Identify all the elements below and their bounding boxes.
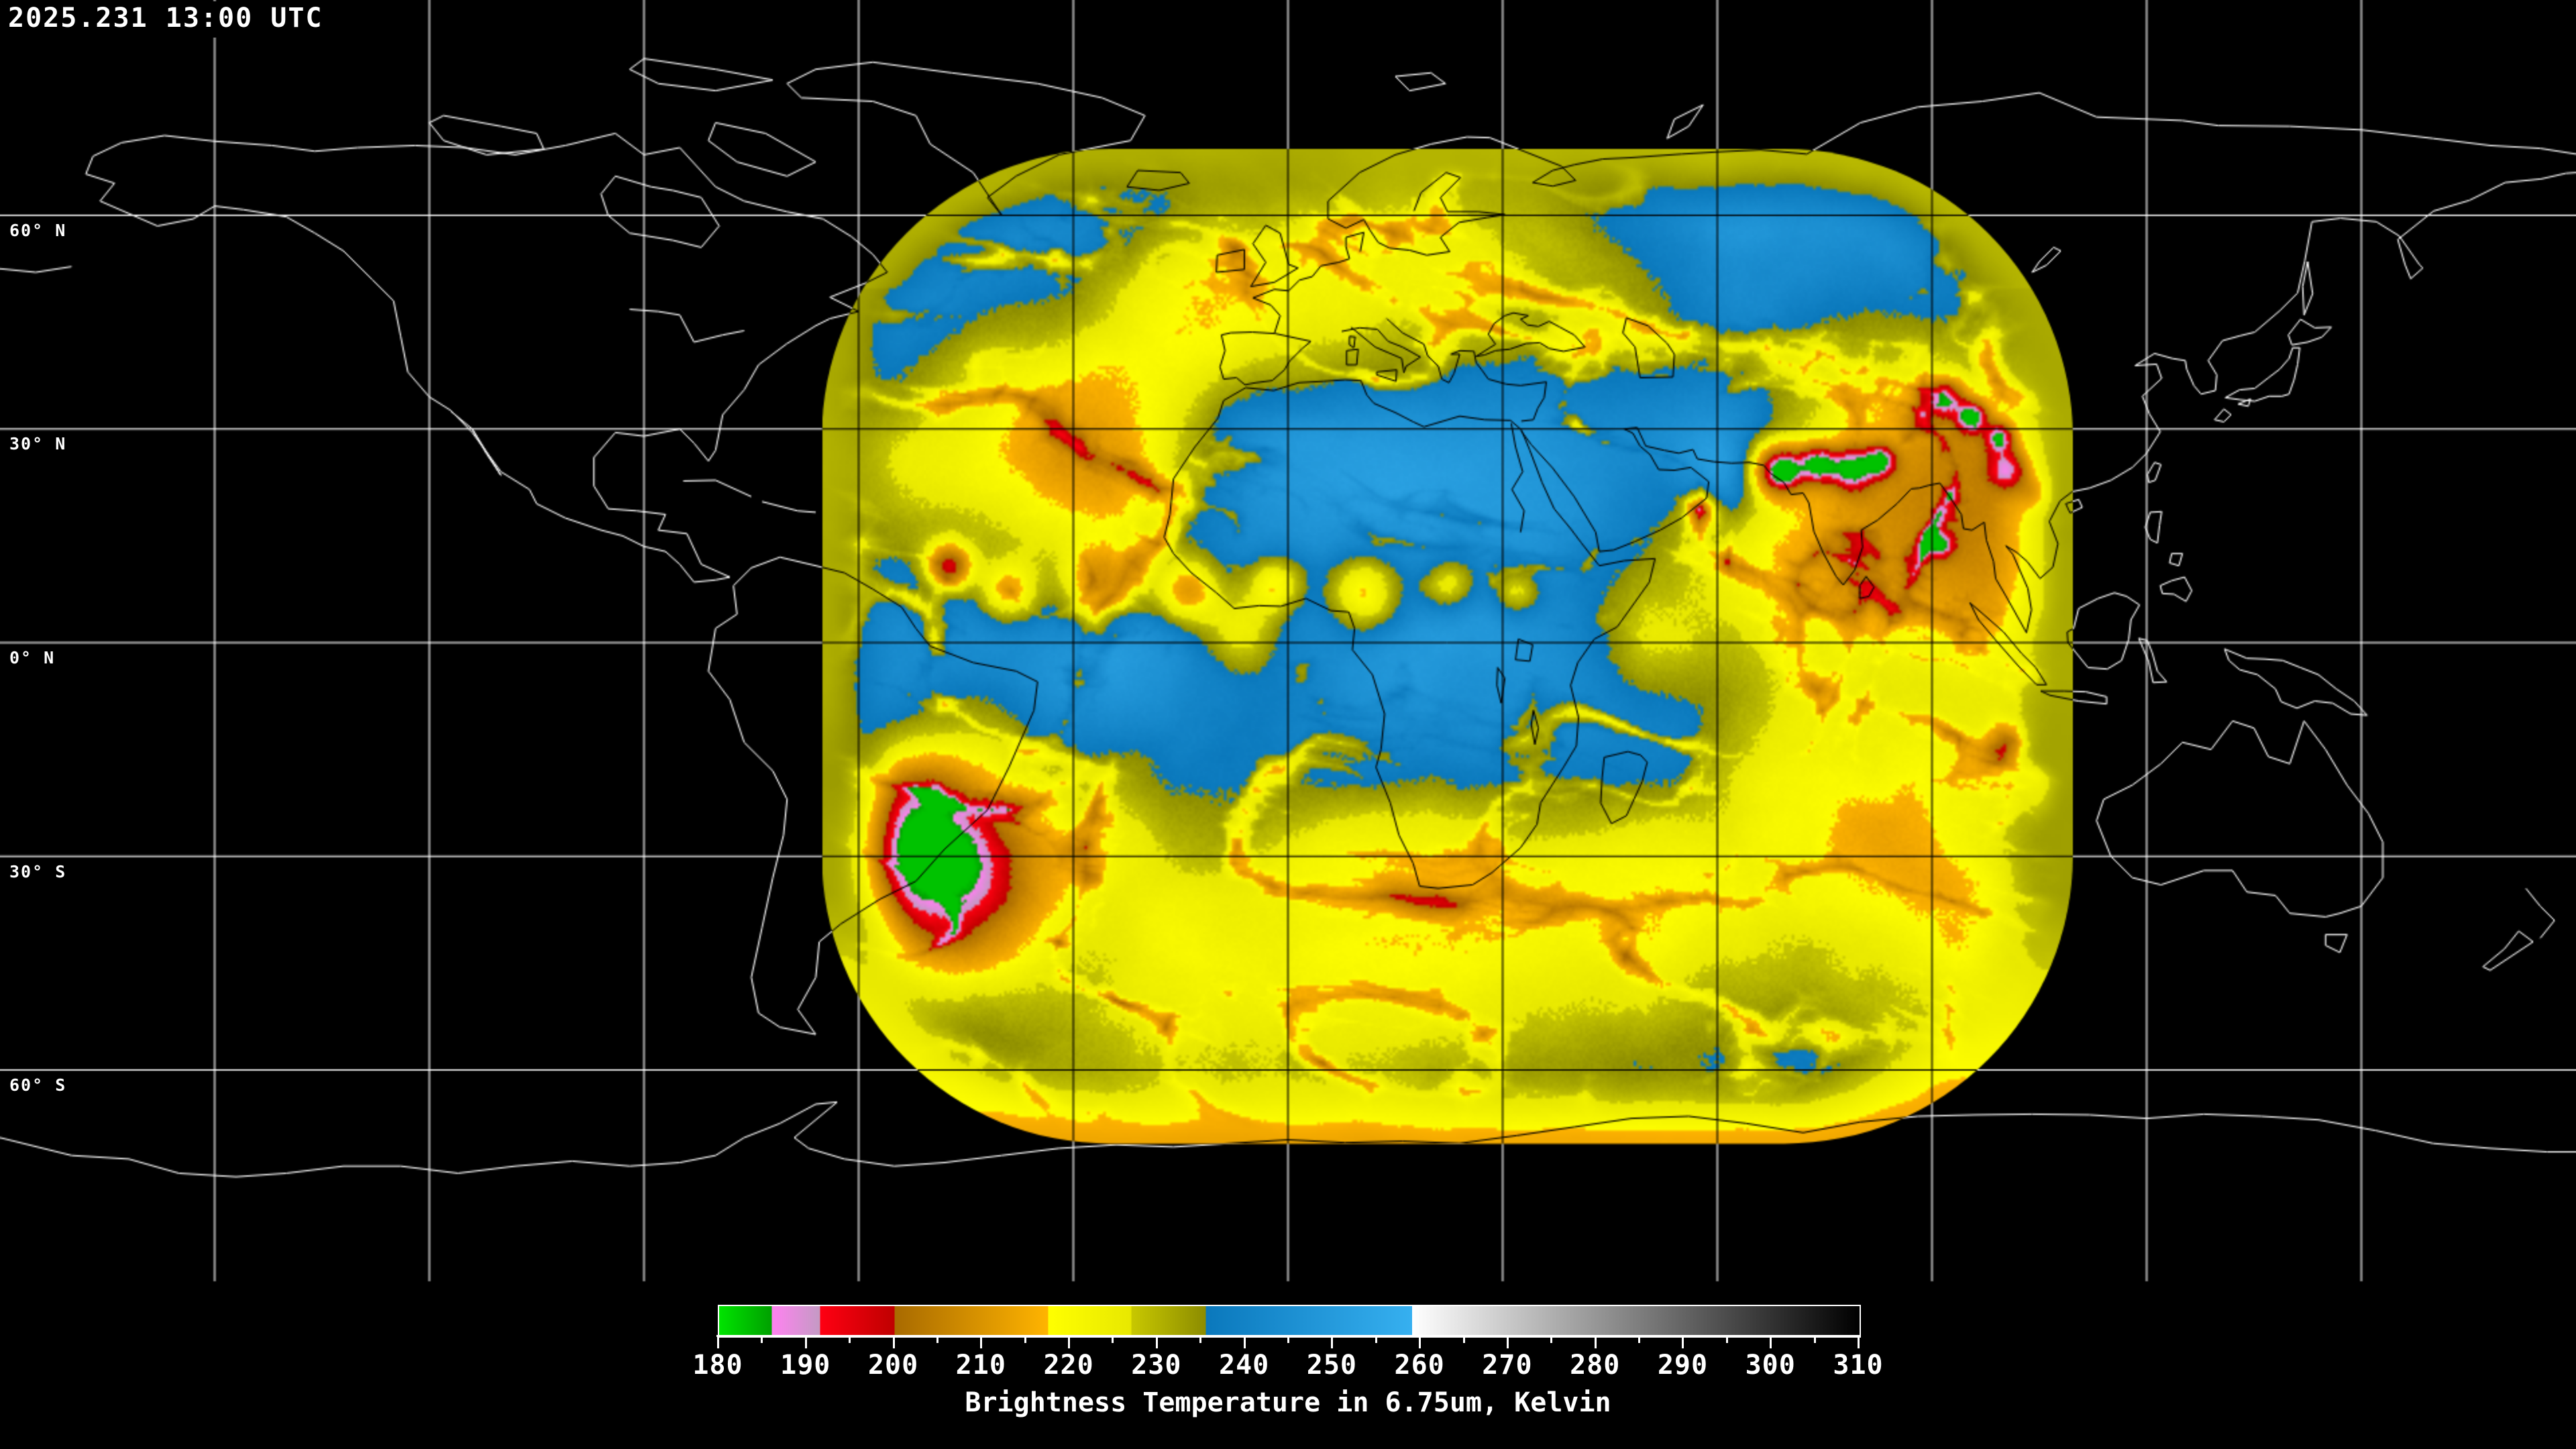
latitude-label: 30° N <box>9 434 67 454</box>
latitude-label: 60° S <box>9 1075 67 1095</box>
latitude-label: 60° N <box>9 220 67 240</box>
latitude-label: 30° S <box>9 861 67 881</box>
latitude-label: 0° N <box>9 648 56 667</box>
timestamp-label: 2025.231 13:00 UTC <box>7 1 330 38</box>
